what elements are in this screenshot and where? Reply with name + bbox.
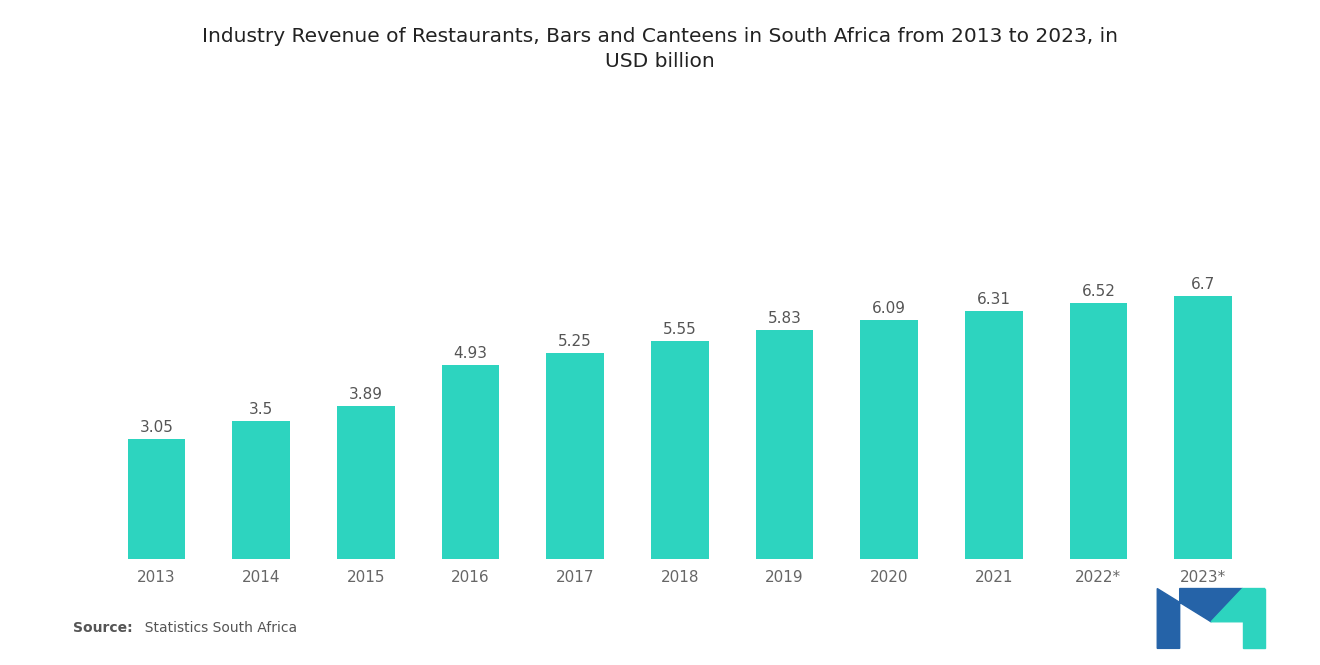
Text: Industry Revenue of Restaurants, Bars and Canteens in South Africa from 2013 to : Industry Revenue of Restaurants, Bars an… (202, 27, 1118, 70)
Polygon shape (1242, 589, 1265, 648)
Text: 6.7: 6.7 (1191, 277, 1216, 292)
Bar (442, 365, 499, 559)
Text: 5.83: 5.83 (767, 311, 801, 326)
Text: 3.05: 3.05 (140, 420, 173, 435)
Text: 4.93: 4.93 (454, 346, 487, 361)
Text: 5.25: 5.25 (558, 334, 593, 349)
Bar (861, 320, 917, 559)
Text: Source:: Source: (73, 621, 132, 635)
Text: 6.31: 6.31 (977, 293, 1011, 307)
Text: 6.09: 6.09 (873, 301, 906, 316)
Bar (651, 341, 709, 559)
Bar (1175, 296, 1232, 559)
Polygon shape (1180, 589, 1242, 622)
Bar (755, 330, 813, 559)
Text: 6.52: 6.52 (1081, 284, 1115, 299)
Bar (232, 422, 290, 559)
Text: 5.55: 5.55 (663, 322, 697, 337)
Bar (337, 406, 395, 559)
Text: Statistics South Africa: Statistics South Africa (136, 621, 297, 635)
Text: 3.89: 3.89 (348, 387, 383, 402)
Bar (965, 311, 1023, 559)
Text: 3.5: 3.5 (249, 402, 273, 418)
Bar (1069, 303, 1127, 559)
Bar (128, 439, 185, 559)
Polygon shape (1212, 589, 1265, 622)
Bar (546, 353, 605, 559)
Polygon shape (1158, 589, 1212, 648)
